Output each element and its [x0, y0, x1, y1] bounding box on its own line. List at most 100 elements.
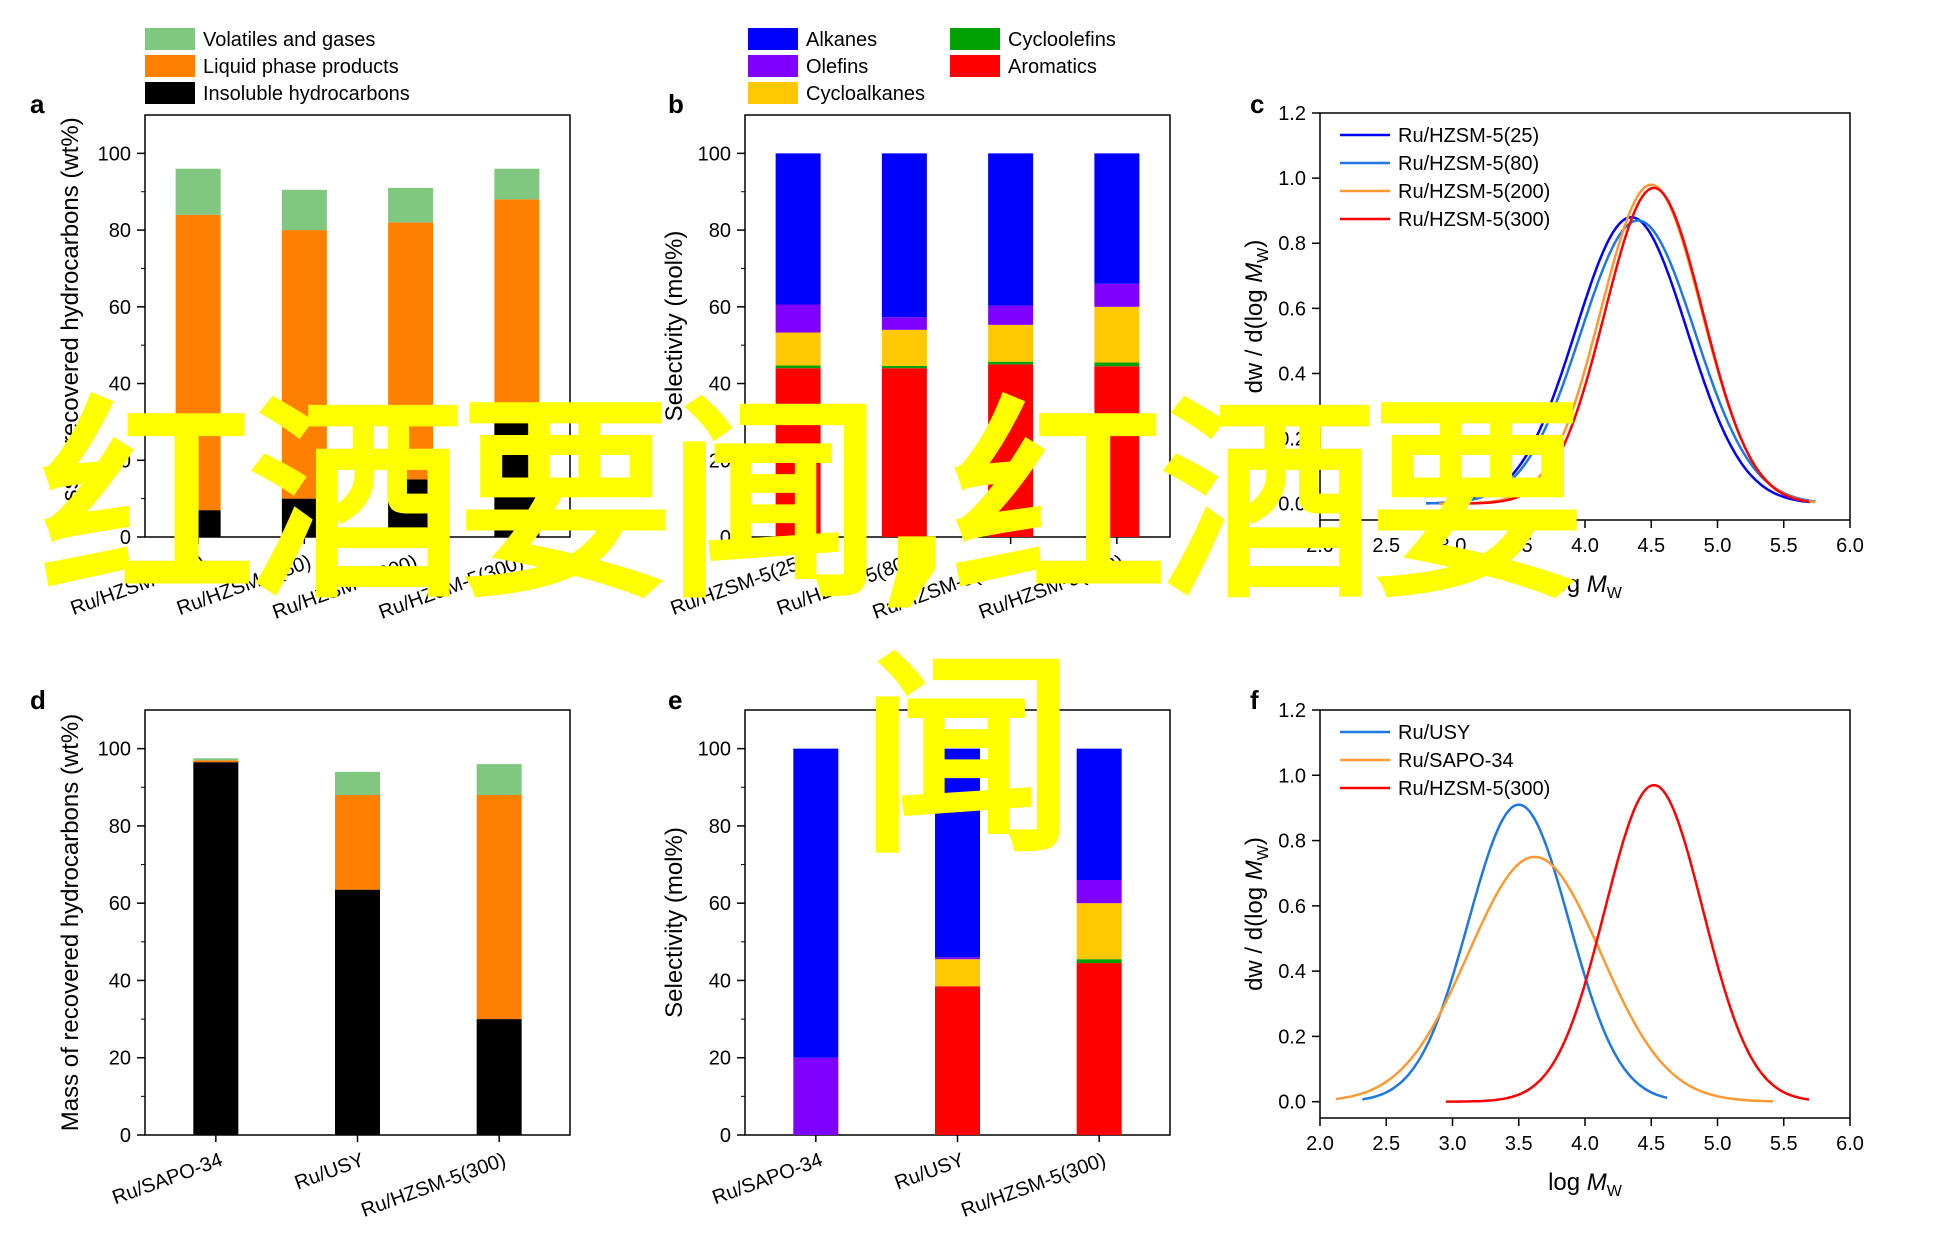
x-tick-label: 3.0 [1439, 535, 1467, 557]
bar-segment [775, 332, 821, 366]
bar-segment [193, 760, 239, 763]
bar-segment [988, 364, 1034, 537]
y-tick-label: 40 [709, 374, 731, 396]
legend-swatch [145, 55, 195, 77]
bar-segment [775, 365, 821, 369]
bar-segment [881, 153, 927, 318]
y-tick-label: 80 [109, 220, 131, 242]
panel-letter: e [668, 685, 682, 715]
y-tick-label: 1.2 [1278, 103, 1306, 125]
y-tick-label: 20 [109, 1048, 131, 1070]
bar-segment [1094, 153, 1140, 284]
y-tick-label: 1.0 [1278, 765, 1306, 787]
legend-swatch [748, 55, 798, 77]
y-tick-label: 40 [709, 970, 731, 992]
legend-label: Ru/USY [1398, 722, 1470, 744]
x-tick-label: 4.5 [1637, 1133, 1665, 1155]
bar-segment [793, 748, 839, 1058]
legend-label: Ru/HZSM-5(200) [1398, 181, 1550, 203]
bar-segment [793, 1057, 839, 1135]
series-line [1425, 216, 1811, 505]
x-tick-label: 5.0 [1704, 1133, 1732, 1155]
x-tick-label: Ru/HZSM-5(300) [958, 1149, 1109, 1222]
bar-segment [388, 479, 434, 537]
x-tick-label: 3.5 [1505, 535, 1533, 557]
y-tick-label: 0 [120, 1125, 131, 1147]
panel-letter: f [1250, 685, 1259, 715]
y-tick-label: 0 [120, 527, 131, 549]
legend-label: Cycloalkanes [806, 83, 925, 105]
bar-segment [988, 324, 1034, 362]
bar-segment [775, 153, 821, 305]
legend-swatch [950, 55, 1000, 77]
x-tick-label: Ru/SAPO-34 [109, 1149, 225, 1209]
bar-segment [175, 168, 221, 215]
bar-segment [935, 959, 980, 987]
y-tick-label: 100 [98, 739, 131, 761]
legend-swatch [950, 28, 1000, 50]
legend-label: Insoluble hydrocarbons [203, 83, 410, 105]
bar-segment [281, 189, 327, 231]
legend-swatch [748, 82, 798, 104]
bar-segment [881, 329, 927, 366]
x-tick-label: 5.5 [1770, 1133, 1798, 1155]
y-tick-label: 0.8 [1278, 831, 1306, 853]
y-axis-title: Mass of recovered hydrocarbons (wt%) [57, 117, 84, 535]
bar-segment [494, 168, 540, 200]
y-axis-title: Selectivity (mol%) [661, 827, 688, 1018]
legend-label: Ru/HZSM-5(80) [1398, 153, 1539, 175]
bar-segment [988, 153, 1034, 306]
y-tick-label: 100 [698, 143, 731, 165]
x-tick-label: 6.0 [1836, 535, 1864, 557]
series-line [1335, 855, 1774, 1103]
y-tick-label: 80 [109, 816, 131, 838]
panel-letter: c [1250, 89, 1264, 119]
series-line [1445, 186, 1810, 505]
y-axis-title: Selectivity (mol%) [661, 231, 688, 422]
y-tick-label: 80 [709, 220, 731, 242]
x-tick-label: 5.5 [1770, 535, 1798, 557]
x-tick-label: 2.0 [1306, 1133, 1334, 1155]
legend-label: Alkanes [806, 29, 877, 51]
x-tick-label: 2.5 [1372, 535, 1400, 557]
bar-segment [881, 317, 927, 330]
series-line [1426, 219, 1816, 505]
plot-frame [744, 114, 1171, 538]
bar-segment [1094, 283, 1140, 307]
bar-segment [1094, 306, 1140, 363]
y-tick-label: 100 [698, 739, 731, 761]
y-tick-label: 0 [720, 527, 731, 549]
x-axis-title: log MW [1548, 571, 1623, 602]
bar-segment [1094, 366, 1140, 537]
bar-segment [494, 421, 540, 537]
x-tick-label: 3.0 [1439, 1133, 1467, 1155]
y-tick-label: 0.4 [1278, 363, 1306, 385]
y-tick-label: 1.2 [1278, 700, 1306, 722]
series-line [1362, 803, 1668, 1101]
legend-label: Cycloolefins [1008, 29, 1116, 51]
bar-segment [175, 510, 221, 537]
x-tick-label: 4.5 [1637, 535, 1665, 557]
bar-segment [281, 230, 327, 499]
y-tick-label: 100 [98, 143, 131, 165]
x-tick-label: 4.0 [1571, 535, 1599, 557]
bar-segment [988, 361, 1034, 365]
panel-letter: a [30, 89, 45, 119]
y-tick-label: 0.2 [1278, 429, 1306, 451]
bar-segment [881, 368, 927, 537]
x-tick-label: 6.0 [1836, 1133, 1864, 1155]
bar-segment [335, 771, 380, 795]
bar-segment [1094, 362, 1140, 367]
x-tick-label: Ru/USY [892, 1149, 967, 1194]
bar-segment [335, 795, 380, 890]
bar-segment [1076, 963, 1122, 1135]
legend-label: Ru/SAPO-34 [1398, 750, 1514, 772]
y-axis-title: dw / d(log MW) [1241, 837, 1272, 991]
y-tick-label: 0.4 [1278, 961, 1306, 983]
legend-label: Ru/HZSM-5(300) [1398, 209, 1550, 231]
y-tick-label: 20 [709, 450, 731, 472]
bar-segment [476, 764, 522, 795]
bar-segment [935, 748, 980, 958]
chart-panel-a: a 0 20 40 60 80 100 Mass of recovered hydrocarb… [30, 28, 571, 624]
y-tick-label: 0.8 [1278, 233, 1306, 255]
